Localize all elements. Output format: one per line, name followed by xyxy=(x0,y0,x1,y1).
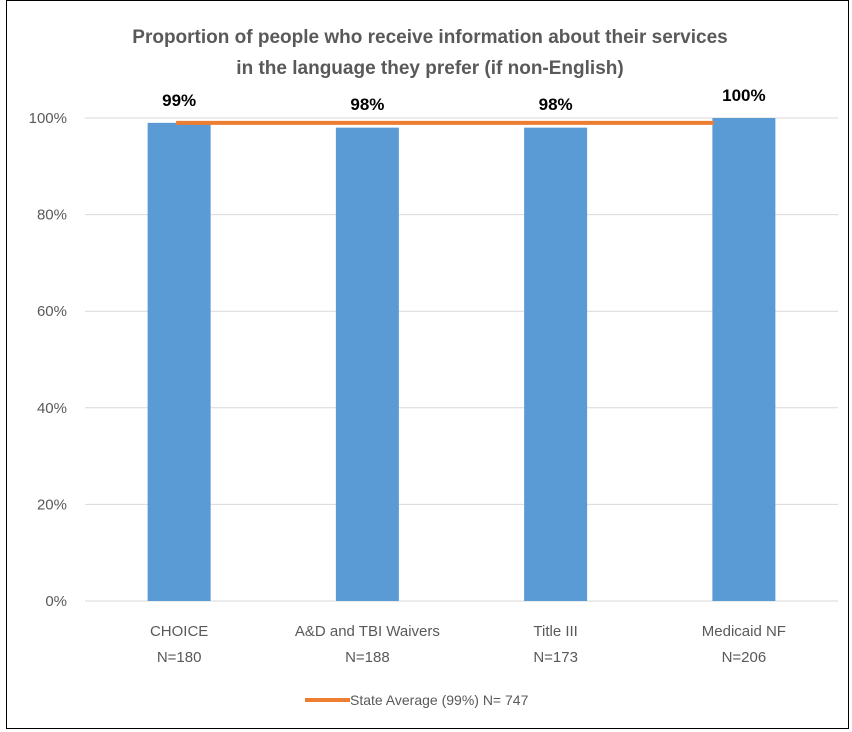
category-n-label-1: N=188 xyxy=(345,649,390,666)
y-tick-label-40: 40% xyxy=(37,400,67,417)
category-label-2: Title III xyxy=(533,623,577,640)
y-tick-label-100: 100% xyxy=(29,110,67,127)
y-tick-label-80: 80% xyxy=(37,207,67,224)
x-axis-categories: CHOICE N=180 A&D and TBI Waivers N=188 Title… xyxy=(150,623,786,666)
y-tick-label-60: 60% xyxy=(37,303,67,320)
data-label-1: 98% xyxy=(350,95,384,114)
category-label-3: Medicaid NF xyxy=(702,623,786,640)
chart-title-line-2: in the language they prefer (if non-Engl… xyxy=(236,58,623,79)
y-tick-label-20: 20% xyxy=(37,496,67,513)
chart-title-line-1: Proportion of people who receive informa… xyxy=(132,27,727,48)
category-label-1: A&D and TBI Waivers xyxy=(295,623,440,640)
bar-2 xyxy=(524,127,588,601)
y-axis-ticks: 0% 20% 40% 60% 80% 100% xyxy=(29,110,67,610)
legend-label-state-average: State Average (99%) N= 747 xyxy=(350,692,529,708)
category-label-0: CHOICE xyxy=(150,623,208,640)
bars xyxy=(147,118,776,601)
category-n-label-2: N=173 xyxy=(533,649,578,666)
data-label-3: 100% xyxy=(722,86,765,105)
data-label-background-1 xyxy=(348,94,387,115)
legend: State Average (99%) N= 747 xyxy=(305,692,529,708)
data-label-background-2 xyxy=(536,94,575,115)
category-n-label-0: N=180 xyxy=(157,649,202,666)
data-label-0: 99% xyxy=(162,91,196,110)
bar-1 xyxy=(335,127,399,601)
bar-3 xyxy=(712,118,776,601)
data-label-2: 98% xyxy=(539,95,573,114)
category-n-label-3: N=206 xyxy=(722,649,767,666)
data-labels: 99% 98% 98% 100% xyxy=(162,86,766,115)
y-tick-label-0: 0% xyxy=(45,593,67,610)
bar-0 xyxy=(147,122,211,601)
